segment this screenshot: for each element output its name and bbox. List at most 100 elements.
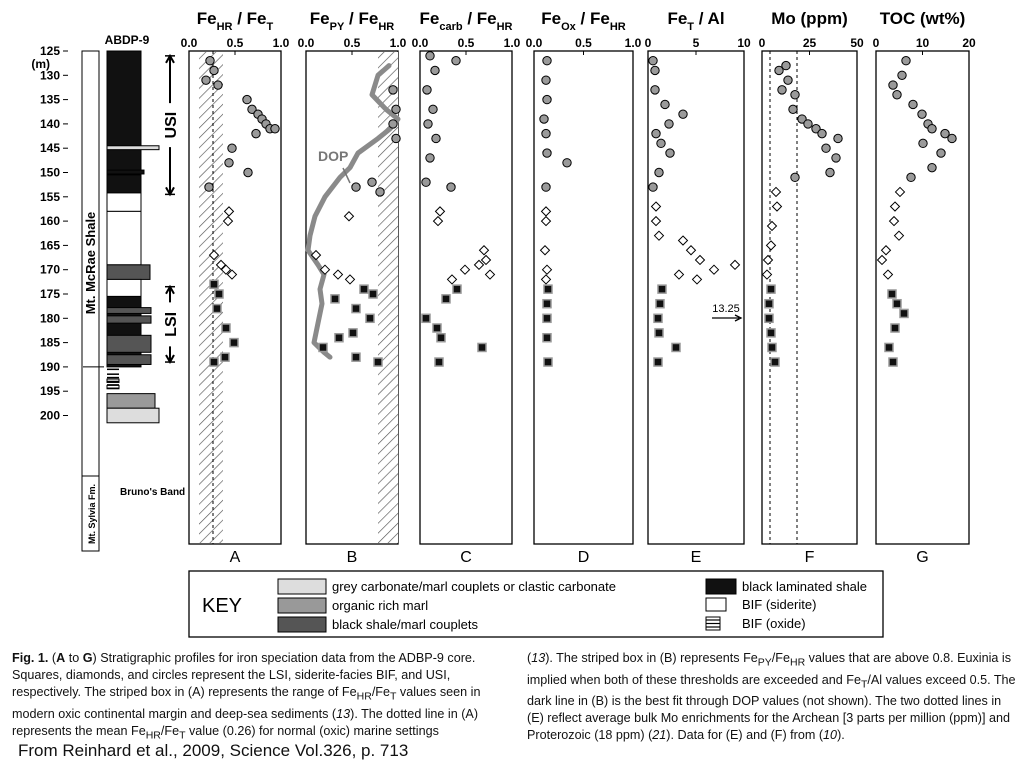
- depth-tick-label: 145: [40, 141, 60, 155]
- panel-B-tick: 0.0: [298, 36, 315, 50]
- usi-circle-marker: [213, 80, 223, 90]
- lsi-square-marker: [209, 357, 219, 367]
- usi-circle-marker: [431, 133, 441, 144]
- bif-diamond-marker: [215, 259, 227, 271]
- lithology-bed: [106, 393, 156, 409]
- usi-circle-marker: [542, 56, 552, 66]
- panel-D-letter: D: [578, 549, 590, 566]
- usi-circle-marker: [539, 114, 549, 124]
- lsi-square-marker: [764, 298, 774, 309]
- usi-circle-marker: [897, 70, 907, 81]
- depth-tick-label: 160: [40, 214, 60, 228]
- depth-tick-label: 140: [40, 117, 60, 131]
- bif-diamond-marker: [540, 206, 552, 217]
- usi-circle-marker: [927, 124, 937, 134]
- usi-circle-marker: [388, 119, 398, 129]
- lsi-square-marker: [543, 284, 553, 294]
- panel-C-tick: 1.0: [504, 36, 521, 50]
- usi-circle-marker: [654, 167, 664, 178]
- usi-circle-marker: [375, 187, 385, 197]
- lsi-square-marker: [766, 328, 776, 338]
- bif-diamond-marker: [223, 206, 235, 217]
- brunos-band-label: Bruno's Band: [120, 487, 185, 498]
- lsi-square-marker: [452, 284, 462, 294]
- usi-label-bg: [161, 103, 179, 148]
- bif-diamond-marker: [480, 254, 492, 266]
- formation-upper-label: Mt. McRae Shale: [83, 212, 98, 315]
- lsi-square-marker: [543, 357, 553, 367]
- lsi-square-marker: [542, 332, 552, 343]
- usi-circle-marker: [918, 138, 928, 149]
- usi-circle-marker: [542, 94, 552, 105]
- bif-diamond-marker: [677, 235, 689, 246]
- depth-unit-label: (m): [31, 57, 50, 71]
- usi-circle-marker: [201, 75, 211, 85]
- usi-circle-marker: [797, 114, 807, 124]
- usi-circle-marker: [227, 143, 237, 153]
- panel-F-letter: F: [805, 549, 815, 566]
- panel-D-title: FeOx / FeHR: [541, 9, 625, 33]
- key-label: BIF (oxide): [742, 616, 806, 631]
- panel-B-tick: 1.0: [390, 36, 407, 50]
- bif-diamond-marker: [894, 186, 906, 198]
- lsi-square-marker: [209, 279, 219, 290]
- panel-C-title: Fecarb / FeHR: [420, 9, 513, 33]
- panel-E-letter: E: [691, 549, 702, 566]
- usi-circle-marker: [247, 104, 257, 115]
- usi-circle-marker: [774, 65, 784, 76]
- bif-diamond-marker: [310, 249, 322, 261]
- bif-diamond-marker: [484, 269, 496, 280]
- depth-tick-label: 125: [40, 44, 60, 58]
- source-citation: From Reinhard et al., 2009, Science Vol.…: [18, 741, 409, 760]
- depth-tick-label: 170: [40, 263, 60, 277]
- panel-F-tick: 50: [850, 36, 864, 50]
- panel-B-letter: B: [347, 549, 358, 566]
- panel-D-tick: 1.0: [625, 36, 642, 50]
- panel-E-arrow-label: 13.25: [712, 303, 740, 315]
- dop-pointer: [342, 167, 351, 184]
- lithology-bed: [106, 407, 160, 424]
- bif-diamond-marker: [541, 264, 553, 275]
- lsi-square-marker: [890, 323, 900, 333]
- usi-circle-marker: [651, 128, 661, 139]
- key-swatch: [277, 597, 327, 614]
- lsi-square-marker: [542, 298, 552, 309]
- lithology-bed: [106, 145, 160, 151]
- bif-diamond-marker: [540, 274, 552, 285]
- usi-circle-marker: [251, 128, 261, 139]
- bif-diamond-marker: [222, 215, 234, 227]
- usi-circle-marker: [781, 60, 791, 71]
- bif-diamond-marker: [888, 215, 900, 227]
- lsi-square-marker: [351, 303, 361, 314]
- panel-C-frame: [419, 50, 513, 545]
- key-label: organic rich marl: [332, 598, 428, 613]
- panel-B-title: FePY / FeHR: [310, 9, 394, 33]
- lithology-bed: [106, 264, 151, 280]
- bif-diamond-marker: [882, 269, 894, 280]
- panel-D-tick: 0.5: [575, 36, 592, 50]
- usi-circle-marker: [664, 119, 674, 129]
- formation-lower-label: Mt. Sylvia Fm.: [87, 484, 97, 544]
- bif-diamond-marker: [880, 245, 892, 256]
- lsi-square-marker: [221, 323, 231, 333]
- bif-diamond-marker: [459, 264, 471, 275]
- key-label: black shale/marl couplets: [332, 617, 478, 632]
- caption-right-text: (13). The striped box in (B) represents …: [527, 651, 1016, 743]
- usi-circle-marker: [892, 90, 902, 100]
- depth-tick-label: 190: [40, 360, 60, 374]
- stratigraphic-figure: 125 130 135 140 145 150 155 160 165 170 175 180 185 1…: [31, 9, 976, 638]
- key-swatch: [705, 578, 737, 595]
- lsi-square-marker: [434, 357, 444, 367]
- panel-B-euxinia-box: [378, 52, 398, 543]
- panel-A-title: FeHR / FeT: [197, 9, 274, 33]
- bif-diamond-marker: [434, 206, 446, 217]
- bif-diamond-marker: [876, 254, 888, 266]
- lithology-bed: [106, 315, 152, 324]
- bif-diamond-marker: [766, 220, 778, 232]
- lsi-square-marker: [888, 357, 898, 367]
- depth-tick-label: 185: [40, 336, 60, 350]
- bif-diamond-marker: [478, 245, 490, 256]
- lsi-label-bg: [161, 302, 179, 347]
- usi-circle-marker: [541, 75, 551, 85]
- depth-tick-label: 130: [40, 68, 60, 82]
